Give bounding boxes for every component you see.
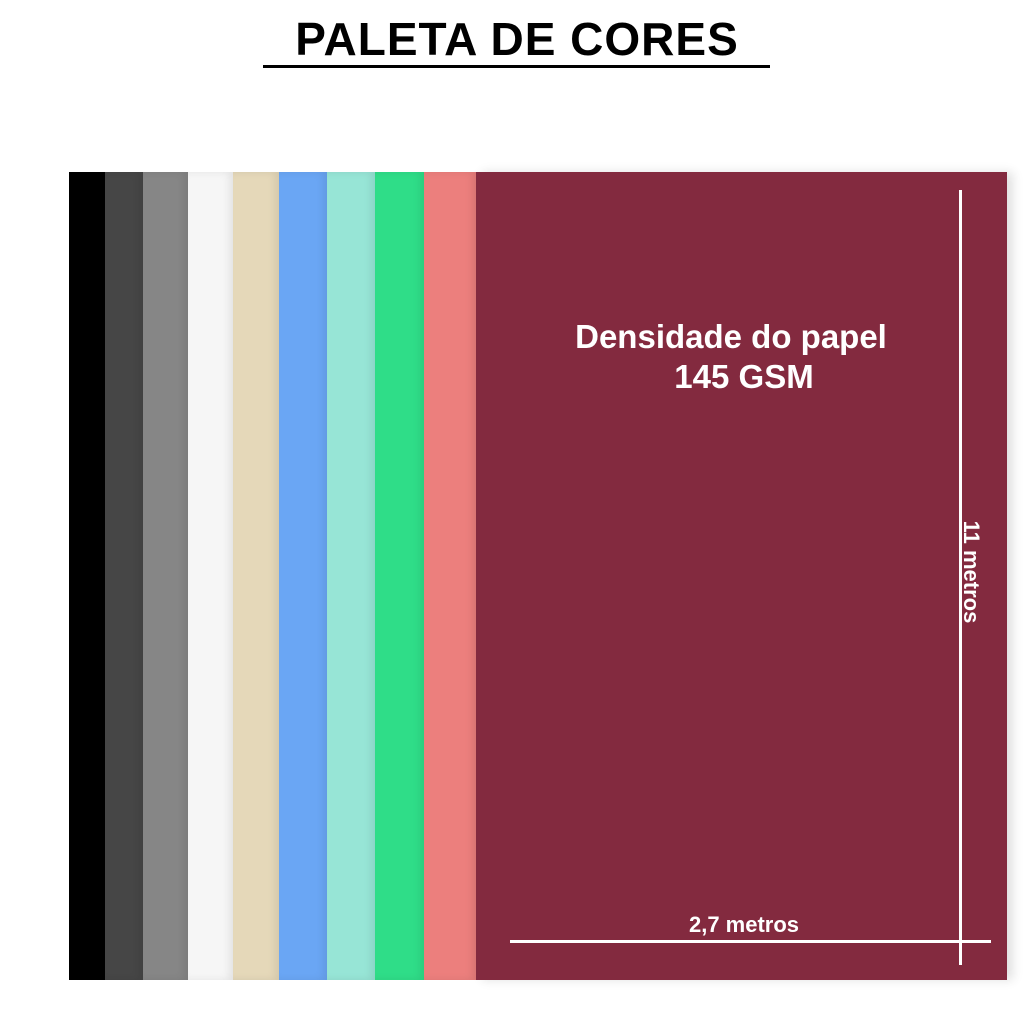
density-label: Densidade do papel xyxy=(575,318,887,355)
color-swatch xyxy=(424,172,478,980)
color-swatch xyxy=(143,172,190,980)
title-underline xyxy=(263,65,770,68)
color-swatch xyxy=(188,172,235,980)
color-swatch xyxy=(279,172,329,980)
density-value: 145 GSM xyxy=(674,358,814,395)
color-swatch xyxy=(327,172,377,980)
page-title: PALETA DE CORES xyxy=(295,13,739,65)
width-dimension-line xyxy=(510,940,991,943)
length-dimension-line xyxy=(959,190,962,965)
length-label: 11 metros xyxy=(959,520,984,624)
color-swatch xyxy=(69,172,107,980)
color-swatch xyxy=(105,172,145,980)
color-swatch xyxy=(233,172,281,980)
width-label: 2,7 metros xyxy=(688,912,800,937)
color-swatch xyxy=(375,172,426,980)
featured-paper-sheet: Densidade do papel 145 GSM 2,7 metros 11… xyxy=(476,172,1007,980)
